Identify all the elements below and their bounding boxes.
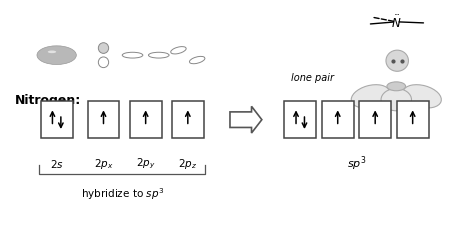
Ellipse shape — [386, 51, 409, 72]
Text: $2p_z$: $2p_z$ — [178, 156, 197, 170]
Text: lone pair: lone pair — [291, 73, 334, 83]
Ellipse shape — [148, 53, 169, 59]
Ellipse shape — [381, 89, 411, 111]
Bar — [322, 102, 354, 138]
Ellipse shape — [171, 47, 186, 55]
Ellipse shape — [122, 53, 143, 59]
Text: $sp^3$: $sp^3$ — [346, 154, 366, 173]
Circle shape — [37, 47, 76, 65]
Ellipse shape — [48, 51, 56, 54]
Text: $2s$: $2s$ — [50, 157, 64, 169]
Text: $2p_x$: $2p_x$ — [94, 156, 113, 170]
Ellipse shape — [98, 58, 109, 68]
Bar — [88, 102, 119, 138]
Text: $2p_y$: $2p_y$ — [136, 156, 155, 170]
Ellipse shape — [190, 57, 205, 64]
Bar — [359, 102, 391, 138]
FancyArrow shape — [230, 107, 262, 133]
Bar — [284, 102, 316, 138]
Bar — [172, 102, 204, 138]
Ellipse shape — [351, 85, 390, 109]
Ellipse shape — [387, 82, 406, 91]
Bar — [41, 102, 73, 138]
Text: Nitrogen:: Nitrogen: — [15, 94, 81, 107]
Bar — [397, 102, 428, 138]
Text: hybridize to $sp^3$: hybridize to $sp^3$ — [81, 185, 164, 201]
Bar — [130, 102, 162, 138]
Ellipse shape — [403, 85, 441, 109]
Text: $\ddot{N}$: $\ddot{N}$ — [391, 15, 401, 31]
Ellipse shape — [98, 44, 109, 54]
